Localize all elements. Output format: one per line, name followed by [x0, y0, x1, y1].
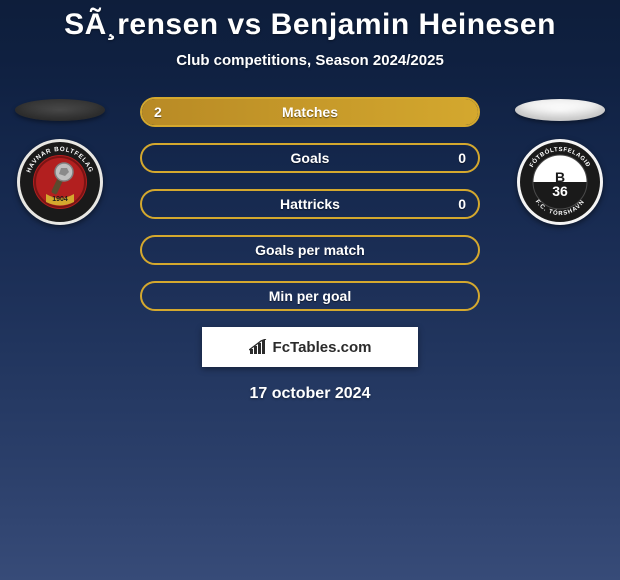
stat-value-left: 2 — [154, 104, 162, 120]
stat-row: Min per goal — [140, 281, 480, 311]
stat-label: Matches — [282, 104, 338, 120]
stat-label: Min per goal — [269, 288, 351, 304]
right-player-silhouette — [515, 99, 605, 121]
right-crest-bottom-text: 36 — [552, 183, 568, 199]
chart-icon — [249, 339, 269, 355]
stat-row: Goals per match — [140, 235, 480, 265]
stat-label: Goals per match — [255, 242, 365, 258]
stat-row: Goals 0 — [140, 143, 480, 173]
attribution-text: FcTables.com — [273, 339, 372, 356]
stat-value-right: 0 — [458, 150, 466, 166]
stat-bars: 2 Matches Goals 0 Hattricks 0 Goals per match M… — [140, 97, 480, 311]
right-column: B 36 FÓTBÓLTSFELAGIÐ F.C. TÓRSHAVN — [500, 97, 620, 225]
subtitle: Club competitions, Season 2024/2025 — [0, 52, 620, 69]
attribution-box: FcTables.com — [202, 327, 418, 367]
left-crest-year: 1904 — [52, 196, 68, 203]
stat-label: Hattricks — [280, 196, 340, 212]
stat-row: Hattricks 0 — [140, 189, 480, 219]
stat-row: 2 Matches — [140, 97, 480, 127]
date-text: 17 october 2024 — [0, 385, 620, 403]
stat-label: Goals — [291, 150, 330, 166]
left-player-silhouette — [15, 99, 105, 121]
comparison-card: SÃ¸rensen vs Benjamin Heinesen Club comp… — [0, 0, 620, 580]
left-column: 1904 HAVNAR BOLTFELAG — [0, 97, 120, 225]
right-club-crest: B 36 FÓTBÓLTSFELAGIÐ F.C. TÓRSHAVN — [517, 139, 603, 225]
left-club-crest: 1904 HAVNAR BOLTFELAG — [17, 139, 103, 225]
attribution-logo: FcTables.com — [249, 339, 372, 356]
page-title: SÃ¸rensen vs Benjamin Heinesen — [0, 0, 620, 42]
stat-value-right: 0 — [458, 196, 466, 212]
comparison-body: 1904 HAVNAR BOLTFELAG — [0, 97, 620, 311]
